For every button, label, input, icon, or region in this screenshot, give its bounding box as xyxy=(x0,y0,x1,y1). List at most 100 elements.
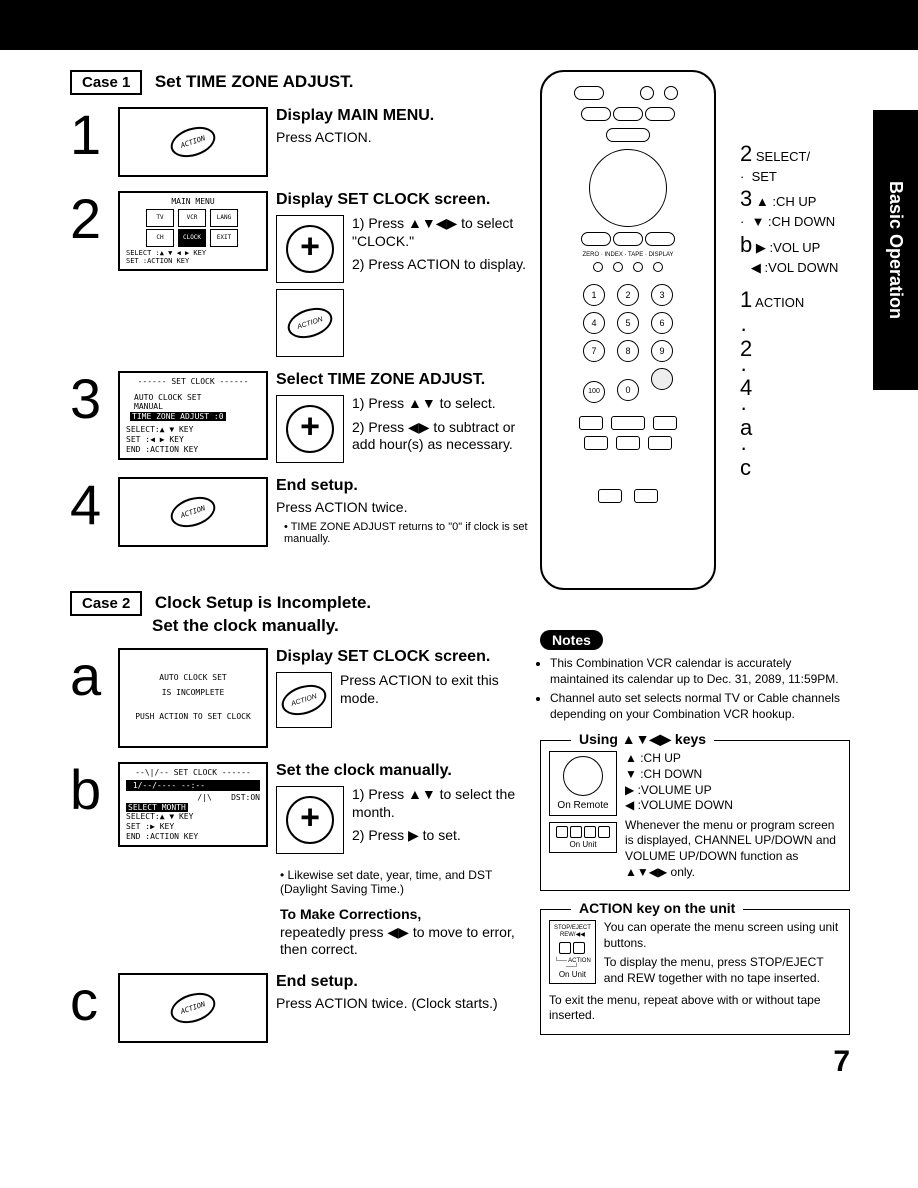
action-icon: ACTION xyxy=(278,680,330,721)
key-volup: ▶ :VOLUME UP xyxy=(625,783,841,799)
screen-action: ACTION xyxy=(118,477,268,547)
corr-title: To Make Corrections, xyxy=(280,906,421,922)
step-number: 2 xyxy=(70,197,118,242)
substep-2: 2) Press ACTION to display. xyxy=(352,256,530,274)
case2-stepa: a AUTO CLOCK SET IS INCOMPLETE PUSH ACTI… xyxy=(70,648,530,748)
action-d2: To display the menu, press STOP/EJECT an… xyxy=(604,955,841,986)
stepb-note: • Likewise set date, year, time, and DST… xyxy=(280,868,530,896)
slow-button xyxy=(584,436,608,450)
notes-badge: Notes xyxy=(540,630,603,650)
screen-set-clock: ------ SET CLOCK ------ AUTO CLOCK SET M… xyxy=(118,371,268,460)
setclock-title: ------ SET CLOCK ------ xyxy=(126,377,260,387)
case1-title: Set TIME ZONE ADJUST. xyxy=(155,72,354,91)
ff-button xyxy=(653,416,677,430)
inc-l2: IS INCOMPLETE xyxy=(135,686,251,700)
inc-l3: PUSH ACTION TO SET CLOCK xyxy=(135,710,251,724)
action-d1: You can operate the menu screen using un… xyxy=(604,920,841,951)
dpad-mini-icon xyxy=(563,756,603,796)
num-2: 2 xyxy=(617,284,639,306)
side-tab: Basic Operation xyxy=(873,110,918,390)
menu-vcr-icon: VCR xyxy=(178,209,206,227)
note-2: Channel auto set selects normal TV or Ca… xyxy=(550,691,850,722)
callout-chup: ▲ :CH UP xyxy=(756,194,817,209)
select-button xyxy=(606,128,650,142)
callout-voldn: ◀ :VOL DOWN xyxy=(751,260,839,275)
unit-mini: On Unit xyxy=(549,822,617,853)
case2-title2: Set the clock manually. xyxy=(152,616,339,635)
corr-text: repeatedly press ◀▶ to move to error, th… xyxy=(280,924,515,958)
substep-2: 2) Press ▶ to set. xyxy=(352,827,530,845)
step-title: End setup. xyxy=(276,973,530,991)
num-blank xyxy=(651,368,673,390)
step-note: • TIME ZONE ADJUST returns to "0" if clo… xyxy=(276,521,530,545)
dpad-box xyxy=(276,395,344,463)
action-d3: To exit the menu, repeat above with or w… xyxy=(549,993,841,1024)
action-box-title: ACTION key on the unit xyxy=(571,900,743,916)
page-number: 7 xyxy=(540,1045,850,1079)
keys-box-title: Using ▲▼◀▶ keys xyxy=(571,731,714,748)
sc-f1: SELECT:▲ ▼ KEY xyxy=(126,425,260,435)
rew-key xyxy=(573,942,585,954)
tape-button xyxy=(633,262,643,272)
num-1: 1 xyxy=(583,284,605,306)
on-unit-label: On Unit xyxy=(569,840,596,849)
right-column: ZERO · INDEX · TAPE · DISPLAY 123 456 78… xyxy=(540,70,850,1079)
key-chdn: ▼ :CH DOWN xyxy=(625,767,841,783)
action-unit-top: STOP/EJECT REW/◀◀ xyxy=(554,925,591,938)
remote-block: ZERO · INDEX · TAPE · DISPLAY 123 456 78… xyxy=(540,70,850,590)
case1-step2: 2 MAIN MENU TV VCR LANG CH CLOCK EXIT SE… xyxy=(70,191,530,357)
case2-stepb: b --\|/-- SET CLOCK ------ 1/--/---- --:… xyxy=(70,762,530,854)
case1-step3: 3 ------ SET CLOCK ------ AUTO CLOCK SET… xyxy=(70,371,530,463)
action-box: ACTION xyxy=(276,672,332,728)
case2-title1: Clock Setup is Incomplete. xyxy=(155,593,371,612)
key-chup: ▲ :CH UP xyxy=(625,751,841,767)
menu-ch-icon: CH xyxy=(146,229,174,247)
menu-title: MAIN MENU xyxy=(126,197,260,207)
screen-set-clock-manual: --\|/-- SET CLOCK ------ 1/--/---- --:--… xyxy=(118,762,268,847)
case1-header: Case 1 Set TIME ZONE ADJUST. xyxy=(70,70,530,95)
sc2-f1: SELECT:▲ ▼ KEY xyxy=(126,812,260,822)
step-text: Press ACTION. xyxy=(276,129,530,147)
power-button xyxy=(574,86,604,100)
timer-button xyxy=(613,107,643,121)
sc-line2: MANUAL xyxy=(126,402,260,412)
unit-vol-up xyxy=(570,826,582,838)
transport-row xyxy=(550,414,706,454)
action-icon: ACTION xyxy=(167,987,219,1028)
notes-section: Notes This Combination VCR calendar is a… xyxy=(540,630,850,722)
speed-button xyxy=(581,107,611,121)
stop-button xyxy=(648,436,672,450)
play-button xyxy=(611,416,645,430)
key-voldn: ◀ :VOLUME DOWN xyxy=(625,798,841,814)
callout-3: 3 xyxy=(740,186,752,211)
inc-l1: AUTO CLOCK SET xyxy=(135,671,251,685)
sc2-f2: SET :▶ KEY xyxy=(126,822,260,832)
num-6: 6 xyxy=(651,312,673,334)
substep-2: 2) Press ◀▶ to subtract or add hour(s) a… xyxy=(352,419,530,454)
step-number: 3 xyxy=(70,377,118,422)
page-content: Basic Operation Case 1 Set TIME ZONE ADJ… xyxy=(0,50,918,1099)
action-icon: ACTION xyxy=(284,303,336,344)
step-title: End setup. xyxy=(276,477,530,495)
num-5: 5 xyxy=(617,312,639,334)
remote-diagram: ZERO · INDEX · TAPE · DISPLAY 123 456 78… xyxy=(540,70,716,590)
search-button xyxy=(613,232,643,246)
rew-button xyxy=(579,416,603,430)
menu-tv-icon: TV xyxy=(146,209,174,227)
eject-button xyxy=(640,86,654,100)
step-text: Press ACTION twice. xyxy=(276,499,530,517)
dpad-icon xyxy=(286,796,334,844)
sc-line1: AUTO CLOCK SET xyxy=(126,393,260,403)
step-letter: c xyxy=(70,979,118,1024)
screen-main-menu: MAIN MENU TV VCR LANG CH CLOCK EXIT SELE… xyxy=(118,191,268,271)
callout-volup: ▶ :VOL UP xyxy=(756,240,820,255)
action-button xyxy=(581,232,611,246)
prog-button xyxy=(645,232,675,246)
substep-1: 1) Press ▲▼ to select the month. xyxy=(352,786,530,821)
top-black-bar xyxy=(0,0,918,50)
sc2-title: SET CLOCK xyxy=(174,768,217,777)
callout-select: SELECT/ xyxy=(756,149,810,164)
left-column: Case 1 Set TIME ZONE ADJUST. 1 ACTION Di… xyxy=(70,70,530,1057)
nav-pad xyxy=(589,149,667,227)
screen-action: ACTION xyxy=(118,107,268,177)
